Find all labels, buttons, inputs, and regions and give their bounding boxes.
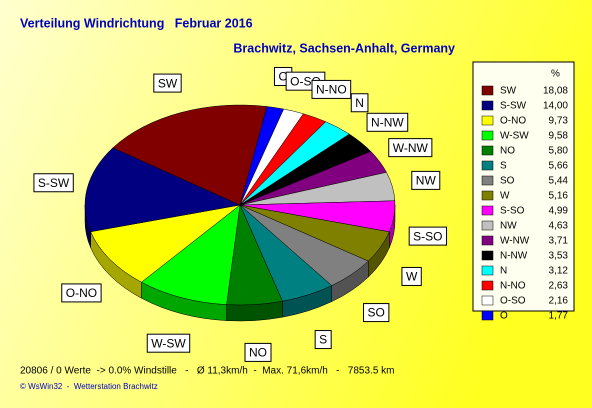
label-box	[146, 333, 191, 353]
footer: 20806 / 0 Werte -> 0.0% Windstille - Ø 1…	[20, 366, 395, 377]
chart-title: Verteilung Windrichtung Februar 2016	[20, 16, 253, 30]
legend-value: 18,08	[543, 86, 568, 97]
legend-label: NO	[500, 146, 515, 157]
legend-label: S	[500, 161, 507, 172]
slice-label: O	[278, 70, 287, 84]
label-box	[366, 112, 409, 132]
legend-swatch	[481, 130, 494, 141]
label-box	[311, 79, 352, 99]
legend-value: 3,71	[549, 236, 569, 247]
legend-label: S-SO	[500, 206, 525, 217]
chart-subtitle: Brachwitz, Sachsen-Anhalt, Germany	[233, 41, 455, 55]
legend-value: 5,44	[549, 176, 569, 187]
legend-value: 4,99	[549, 206, 569, 217]
legend-label: W-NW	[500, 236, 530, 247]
legend-unit: %	[551, 69, 560, 80]
legend-value: 5,16	[549, 191, 569, 202]
legend-value: 2,63	[549, 281, 569, 292]
legend-swatch	[481, 85, 494, 96]
legend-swatch	[481, 115, 494, 126]
slice-label: O-NO	[66, 286, 97, 300]
label-box	[314, 330, 332, 350]
slice-label: W-SW	[151, 336, 186, 350]
legend-swatch	[481, 160, 494, 171]
legend-swatch	[481, 265, 494, 276]
legend-value: 3,53	[549, 251, 569, 262]
legend-label: SW	[500, 86, 517, 97]
label-box	[401, 266, 422, 286]
slice-label: N	[355, 96, 364, 110]
legend-swatch	[481, 310, 494, 321]
slice-label: S-SW	[38, 176, 70, 190]
label-box	[408, 226, 448, 246]
legend-label: O-NO	[500, 116, 526, 127]
legend-value: 3,12	[549, 266, 569, 277]
slice-label: NW	[416, 174, 437, 188]
slice-label: SO	[368, 306, 385, 320]
legend-label: O	[500, 311, 508, 322]
legend-swatch	[481, 250, 494, 261]
label-box	[363, 303, 390, 323]
slice-label: S	[319, 333, 327, 347]
slice-label: NO	[249, 346, 267, 360]
legend-label: N-NW	[500, 251, 528, 262]
slice-label: W-NW	[393, 141, 429, 155]
legend-value: 2,16	[549, 296, 569, 307]
slice	[112, 104, 268, 206]
legend-label: W	[500, 191, 510, 202]
slice-label: SW	[158, 76, 178, 90]
slice-label: N-NO	[316, 83, 347, 97]
legend-label: NW	[500, 221, 517, 232]
legend-swatch	[481, 175, 494, 186]
legend-label: SO	[500, 176, 515, 187]
credit: © WsWin32 - Wetterstation Brachwitz	[20, 382, 158, 391]
slice-label: N-NW	[371, 115, 404, 129]
legend-label: N	[500, 266, 507, 277]
label-box	[411, 170, 441, 190]
legend-swatch	[481, 205, 494, 216]
slice	[141, 204, 241, 305]
label-box	[244, 342, 272, 362]
legend-swatch	[481, 295, 494, 306]
legend-swatch	[481, 235, 494, 246]
label-box	[153, 73, 182, 93]
legend-value: 4,63	[549, 221, 569, 232]
legend-label: O-SO	[500, 296, 526, 307]
slice	[84, 147, 241, 233]
label-box	[33, 173, 74, 193]
legend-label: S-SW	[500, 101, 527, 112]
legend-swatch	[481, 190, 494, 201]
legend-value: 1,77	[549, 311, 569, 322]
legend-label: W-SW	[500, 131, 529, 142]
label-box	[388, 138, 433, 158]
legend-swatch	[481, 280, 494, 291]
slice-label: W	[406, 270, 418, 284]
legend-swatch	[481, 145, 494, 156]
legend-value: 5,80	[549, 146, 569, 157]
slice	[90, 204, 241, 283]
slice-label: S-SO	[413, 229, 442, 243]
legend-value: 9,58	[549, 131, 569, 142]
legend-swatch	[481, 220, 494, 231]
legend-swatch	[481, 100, 494, 111]
label-box	[61, 283, 102, 303]
legend-value: 9,73	[549, 116, 569, 127]
legend-label: N-NO	[500, 281, 526, 292]
legend-value: 14,00	[543, 101, 568, 112]
legend-value: 5,66	[549, 161, 569, 172]
label-box	[350, 93, 369, 113]
